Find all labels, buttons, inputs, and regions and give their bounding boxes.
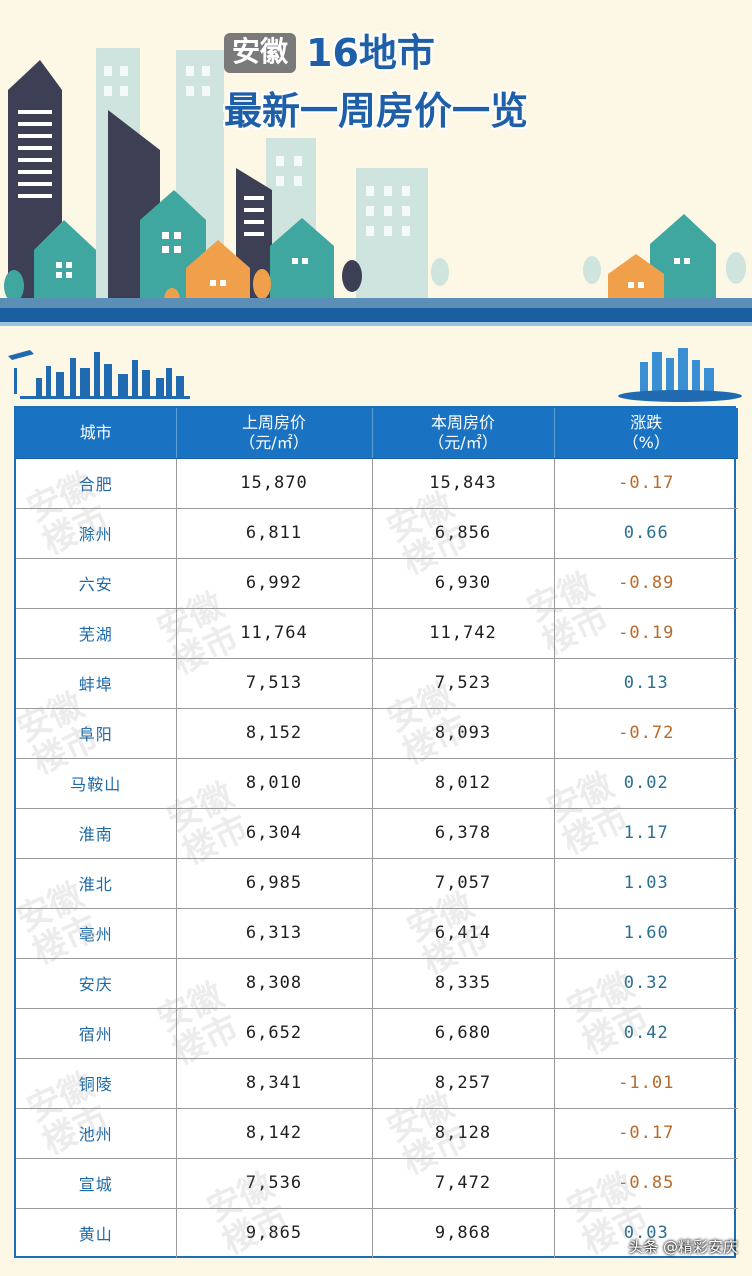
last-week-price-cell: 6,992 [176,558,373,609]
change-cell: -0.89 [554,558,738,609]
table-row: 宣城 7,536 7,472 -0.85 [16,1158,738,1209]
city-cell: 滁州 [16,508,177,559]
city-cell: 淮北 [16,858,177,909]
province-tag: 安徽 [224,33,297,73]
city-cell: 阜阳 [16,708,177,759]
table-row: 滁州 6,811 6,856 0.66 [16,508,738,559]
change-cell: -0.85 [554,1158,738,1209]
this-week-price-cell: 8,257 [372,1058,555,1109]
table-row: 芜湖 11,764 11,742 -0.19 [16,608,738,659]
change-cell: 0.32 [554,958,738,1009]
last-week-price-cell: 15,870 [176,458,373,509]
table-row: 淮南 6,304 6,378 1.17 [16,808,738,859]
this-week-price-cell: 11,742 [372,608,555,659]
change-cell: 1.60 [554,908,738,959]
title-line-2: 最新一周房价一览 [224,89,529,133]
last-week-price-cell: 8,308 [176,958,373,1009]
change-cell: 1.03 [554,858,738,909]
last-week-price-cell: 6,313 [176,908,373,959]
city-cell: 黄山 [16,1208,177,1258]
table-row: 亳州 6,313 6,414 1.60 [16,908,738,959]
this-week-price-cell: 6,856 [372,508,555,559]
column-header-city: 城市 [16,408,177,459]
this-week-price-cell: 6,378 [372,808,555,859]
change-cell: 0.42 [554,1008,738,1059]
table-row: 铜陵 8,341 8,257 -1.01 [16,1058,738,1109]
table-row: 淮北 6,985 7,057 1.03 [16,858,738,909]
last-week-price-cell: 7,513 [176,658,373,709]
city-cell: 宿州 [16,1008,177,1059]
city-cell: 亳州 [16,908,177,959]
table-row: 安庆 8,308 8,335 0.32 [16,958,738,1009]
change-cell: -0.19 [554,608,738,659]
column-header-change: 涨跌 （%） [554,408,738,459]
last-week-price-cell: 8,142 [176,1108,373,1159]
this-week-price-cell: 6,414 [372,908,555,959]
this-week-price-cell: 8,128 [372,1108,555,1159]
last-week-price-cell: 8,152 [176,708,373,759]
table-row: 马鞍山 8,010 8,012 0.02 [16,758,738,809]
change-cell: 0.03 [623,1223,669,1244]
table-row: 池州 8,142 8,128 -0.17 [16,1108,738,1159]
city-skyline-illustration [0,0,752,340]
table-row: 黄山 9,865 9,868 0.03 [16,1208,738,1258]
table-row: 六安 6,992 6,930 -0.89 [16,558,738,609]
change-cell: 0.66 [554,508,738,559]
title-line-1: 16地市 [306,31,435,75]
last-week-price-cell: 8,010 [176,758,373,809]
city-cell: 蚌埠 [16,658,177,709]
last-week-price-cell: 6,811 [176,508,373,559]
skyline-decoration [8,348,742,402]
this-week-price-cell: 6,930 [372,558,555,609]
city-cell: 淮南 [16,808,177,859]
change-cell: -0.17 [554,1108,738,1159]
city-cell: 宣城 [16,1158,177,1209]
this-week-price-cell: 8,093 [372,708,555,759]
this-week-price-cell: 15,843 [372,458,555,509]
city-cell: 芜湖 [16,608,177,659]
last-week-price-cell: 6,304 [176,808,373,859]
last-week-price-cell: 9,865 [176,1208,373,1258]
change-cell: 0.02 [554,758,738,809]
table-header-row: 城市 上周房价 （元/㎡） 本周房价 （元/㎡） 涨跌 （%） [16,408,738,459]
change-cell: -1.01 [554,1058,738,1109]
source-credit: 头条 @精彩安庆 [628,1238,738,1256]
last-week-price-cell: 8,341 [176,1058,373,1109]
last-week-price-cell: 7,536 [176,1158,373,1209]
column-header-this-week-price: 本周房价 （元/㎡） [372,408,555,459]
last-week-price-cell: 6,652 [176,1008,373,1059]
this-week-price-cell: 7,523 [372,658,555,709]
this-week-price-cell: 7,472 [372,1158,555,1209]
change-cell: -0.72 [554,708,738,759]
column-header-last-week-price: 上周房价 （元/㎡） [176,408,373,459]
table-row: 蚌埠 7,513 7,523 0.13 [16,658,738,709]
this-week-price-cell: 8,012 [372,758,555,809]
this-week-price-cell: 9,868 [372,1208,555,1258]
table-row: 合肥 15,870 15,843 -0.17 [16,458,738,509]
this-week-price-cell: 7,057 [372,858,555,909]
table-row: 阜阳 8,152 8,093 -0.72 [16,708,738,759]
change-cell: 1.17 [554,808,738,859]
this-week-price-cell: 8,335 [372,958,555,1009]
this-week-price-cell: 6,680 [372,1008,555,1059]
price-table: 城市 上周房价 （元/㎡） 本周房价 （元/㎡） 涨跌 （%） [14,406,738,1258]
page-title: 安徽 16地市 最新一周房价一览 [224,28,528,134]
city-cell: 安庆 [16,958,177,1009]
city-cell: 池州 [16,1108,177,1159]
city-cell: 六安 [16,558,177,609]
last-week-price-cell: 11,764 [176,608,373,659]
city-cell: 铜陵 [16,1058,177,1109]
change-cell: -0.17 [554,458,738,509]
table-row: 宿州 6,652 6,680 0.42 [16,1008,738,1059]
change-cell: 0.13 [554,658,738,709]
header-banner: 安徽 16地市 最新一周房价一览 [0,0,752,340]
last-week-price-cell: 6,985 [176,858,373,909]
city-cell: 马鞍山 [16,758,177,809]
city-cell: 合肥 [16,458,177,509]
